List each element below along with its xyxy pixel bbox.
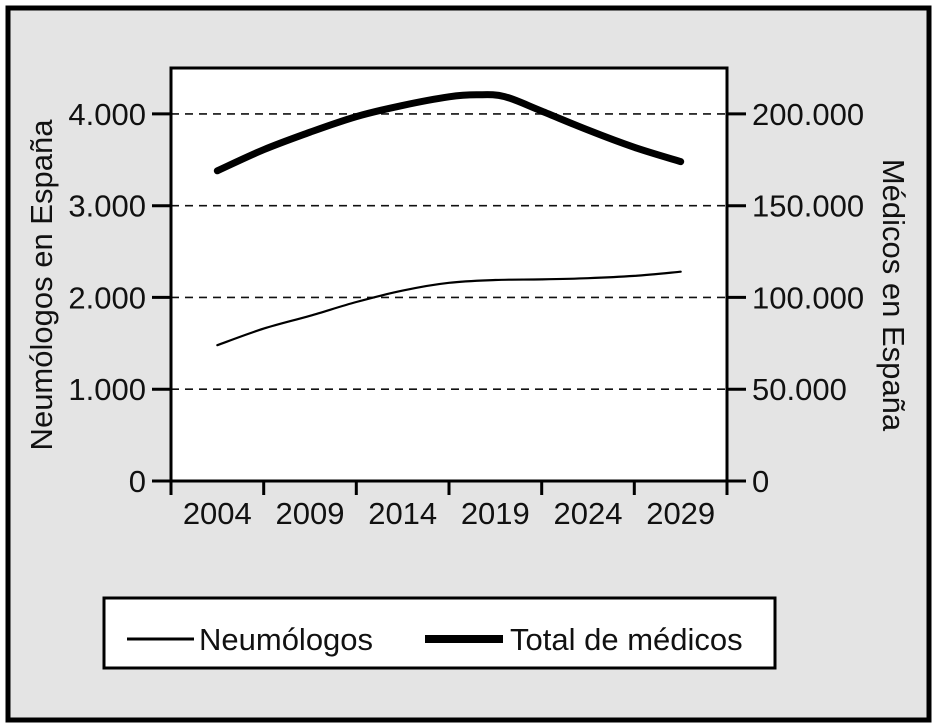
y-right-axis-title: Médicos en España bbox=[876, 159, 911, 432]
series-lines bbox=[213, 91, 685, 347]
x-tick-label-2014: 2014 bbox=[368, 496, 437, 531]
y-right-tick-label-100000: 100.000 bbox=[752, 280, 864, 315]
legend-box bbox=[102, 596, 777, 670]
x-tick-label-2009: 2009 bbox=[276, 496, 345, 531]
legend-label-thin: Neumólogos bbox=[199, 622, 373, 657]
x-tick-label-2029: 2029 bbox=[646, 496, 715, 531]
y-right-tick-label-200000: 200.000 bbox=[752, 97, 864, 132]
y-left-tick-label-2000: 2.000 bbox=[68, 280, 146, 315]
y-left-tick-label-0: 0 bbox=[129, 464, 146, 499]
axis-ticks bbox=[152, 112, 746, 495]
gridlines bbox=[171, 113, 727, 391]
x-tick-label-2019: 2019 bbox=[461, 496, 530, 531]
series-line-neumologos bbox=[216, 270, 682, 347]
y-right-tick-label-0: 0 bbox=[752, 464, 769, 499]
series-line-total-de-medicos bbox=[213, 91, 685, 175]
legend: Neumólogos Total de médicos bbox=[102, 596, 777, 670]
legend-label-thick: Total de médicos bbox=[510, 622, 743, 657]
y-left-axis-title: Neumólogos en España bbox=[24, 119, 59, 451]
y-left-tick-label-1000: 1.000 bbox=[68, 372, 146, 407]
axis-tick-labels: 0 1.000 2.000 3.000 4.000 0 50.000 100.000 150.0… bbox=[68, 97, 864, 531]
y-right-tick-label-150000: 150.000 bbox=[752, 189, 864, 224]
y-left-tick-label-4000: 4.000 bbox=[68, 97, 146, 132]
x-tick-label-2024: 2024 bbox=[554, 496, 623, 531]
plot-area bbox=[171, 68, 727, 481]
y-right-tick-label-50000: 50.000 bbox=[752, 372, 847, 407]
y-left-tick-label-3000: 3.000 bbox=[68, 189, 146, 224]
x-tick-label-2004: 2004 bbox=[183, 496, 252, 531]
